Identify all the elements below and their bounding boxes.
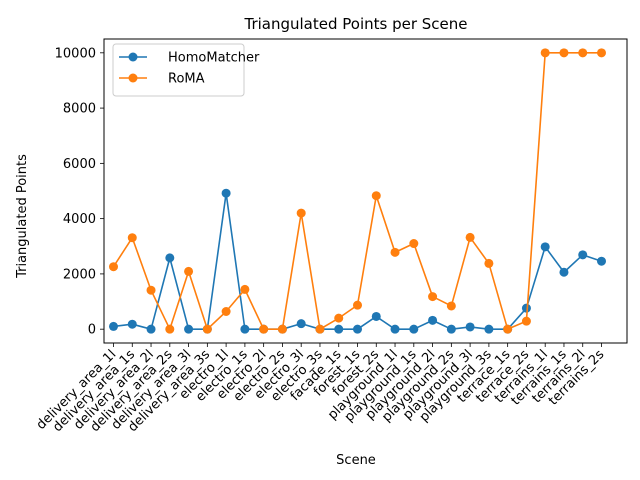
chart-title: Triangulated Points per Scene bbox=[243, 15, 467, 33]
y-tick-label: 10000 bbox=[55, 46, 96, 61]
data-point-roma bbox=[202, 324, 212, 334]
data-point-roma bbox=[353, 300, 362, 310]
y-tick-label: 2000 bbox=[63, 267, 96, 282]
data-point-roma bbox=[146, 285, 156, 295]
data-point-roma bbox=[559, 48, 569, 58]
legend-label-roma: RoMA bbox=[168, 72, 205, 87]
data-point-homomatcher bbox=[296, 319, 306, 329]
legend-marker-homomatcher bbox=[128, 52, 138, 62]
legend-label-homomatcher: HomoMatcher bbox=[168, 51, 260, 66]
data-point-homomatcher bbox=[353, 324, 362, 334]
data-point-homomatcher bbox=[165, 253, 175, 263]
data-point-homomatcher bbox=[409, 324, 419, 334]
data-point-homomatcher bbox=[465, 322, 475, 332]
legend: HomoMatcher RoMA bbox=[112, 43, 260, 97]
data-point-homomatcher bbox=[540, 242, 550, 252]
data-point-homomatcher bbox=[597, 256, 606, 266]
data-point-homomatcher bbox=[221, 188, 231, 198]
data-point-roma bbox=[578, 48, 588, 58]
data-point-roma bbox=[259, 324, 269, 334]
data-point-roma bbox=[428, 292, 438, 302]
series-roma bbox=[109, 48, 606, 334]
data-point-roma bbox=[184, 266, 194, 276]
data-point-roma bbox=[296, 208, 306, 218]
data-point-homomatcher bbox=[559, 267, 569, 277]
data-point-roma bbox=[240, 284, 250, 294]
data-point-roma bbox=[484, 258, 494, 268]
data-point-roma bbox=[371, 191, 381, 201]
data-point-homomatcher bbox=[484, 324, 494, 334]
y-tick-label: 4000 bbox=[63, 212, 96, 227]
data-point-roma bbox=[503, 324, 513, 334]
data-point-homomatcher bbox=[521, 303, 531, 313]
data-point-roma bbox=[109, 262, 118, 272]
data-point-homomatcher bbox=[109, 321, 118, 331]
data-point-homomatcher bbox=[371, 311, 381, 321]
data-point-roma bbox=[409, 239, 419, 249]
data-point-roma bbox=[521, 316, 531, 326]
data-point-homomatcher bbox=[240, 324, 250, 334]
data-point-homomatcher bbox=[127, 319, 137, 329]
plot-frame bbox=[103, 38, 628, 344]
data-point-roma bbox=[597, 48, 606, 58]
data-point-roma bbox=[221, 306, 231, 316]
data-point-roma bbox=[334, 313, 344, 323]
data-point-homomatcher bbox=[334, 324, 344, 334]
data-point-roma bbox=[127, 233, 137, 243]
data-point-homomatcher bbox=[184, 324, 194, 334]
legend-marker-roma bbox=[128, 73, 138, 83]
data-point-roma bbox=[315, 324, 325, 334]
data-point-homomatcher bbox=[146, 324, 156, 334]
data-point-homomatcher bbox=[428, 315, 438, 325]
data-point-roma bbox=[165, 324, 175, 334]
y-tick-label: 0 bbox=[88, 323, 96, 338]
x-axis-label: Scene bbox=[336, 453, 376, 468]
y-tick-label: 8000 bbox=[63, 102, 96, 117]
y-axis-label: Triangulated Points bbox=[15, 154, 30, 279]
data-point-roma bbox=[390, 247, 400, 257]
y-axis-ticks: 0 2000 4000 6000 8000 10000 bbox=[55, 46, 104, 338]
data-point-homomatcher bbox=[446, 324, 456, 334]
data-point-roma bbox=[540, 48, 550, 58]
data-point-roma bbox=[446, 301, 456, 311]
data-point-roma bbox=[465, 232, 475, 242]
plot-series bbox=[109, 48, 606, 334]
data-point-homomatcher bbox=[578, 250, 588, 260]
data-point-roma bbox=[277, 324, 287, 334]
data-point-homomatcher bbox=[390, 324, 400, 334]
y-tick-label: 6000 bbox=[63, 157, 96, 172]
